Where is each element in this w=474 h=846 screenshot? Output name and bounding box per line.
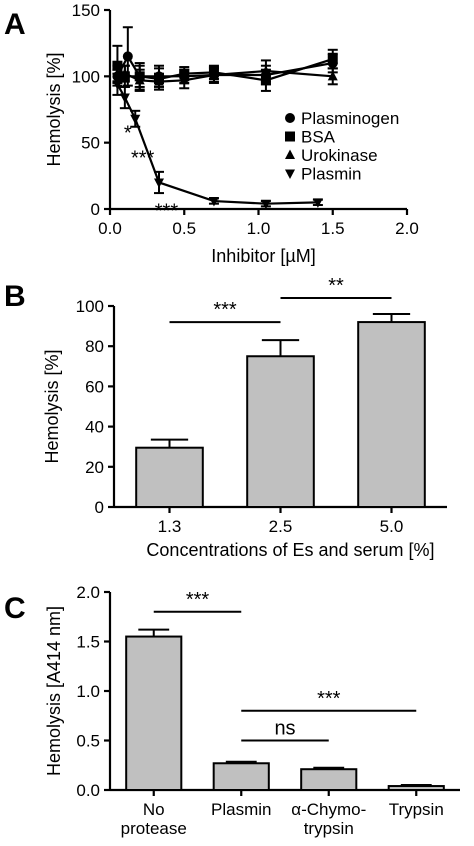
legend-label: BSA [301, 128, 336, 147]
y-tick-label: 60 [85, 377, 104, 396]
y-tick-label: 0 [95, 498, 104, 517]
y-tick-label: 150 [72, 1, 100, 20]
y-tick-label: 50 [81, 134, 100, 153]
data-point [119, 68, 130, 78]
data-point [154, 178, 165, 188]
data-point [260, 199, 271, 210]
data-point [208, 69, 219, 80]
y-axis-title: Hemolysis [%] [44, 52, 64, 166]
panel-letter-b: B [4, 280, 26, 313]
significance-label: *** [213, 299, 237, 321]
significance-label: *** [186, 589, 210, 611]
x-axis-title: Inhibitor [µM] [211, 246, 315, 266]
data-point [119, 93, 130, 104]
data-point [154, 76, 165, 86]
significance-label: * [124, 122, 132, 144]
x-tick-label: No [143, 800, 165, 819]
bar [387, 785, 445, 791]
data-point [179, 74, 190, 85]
panel-letter-a: A [4, 8, 26, 41]
data-point [327, 70, 338, 81]
legend-label: Urokinase [301, 146, 378, 165]
x-tick-label: 0.5 [172, 219, 196, 238]
y-axis-title: Hemolysis [%] [42, 349, 62, 463]
data-point [134, 74, 145, 85]
x-tick-label: 5.0 [380, 517, 404, 536]
significance-label: ns [274, 718, 295, 740]
y-tick-label: 0.5 [76, 732, 100, 751]
significance-label: *** [155, 201, 179, 223]
data-point [130, 114, 141, 125]
bar [212, 762, 270, 792]
series-line [116, 83, 318, 205]
x-tick-label: 0.0 [98, 219, 122, 238]
bar [246, 355, 315, 508]
legend-marker [285, 113, 295, 123]
x-tick-label: 1.3 [158, 517, 182, 536]
data-point [112, 80, 123, 90]
y-tick-label: 0 [91, 200, 100, 219]
legend-marker [285, 169, 295, 179]
y-tick-label: 2.0 [76, 583, 100, 602]
y-tick-label: 100 [76, 297, 104, 316]
x-tick-label: trypsin [304, 819, 354, 838]
y-tick-label: 20 [85, 458, 104, 477]
significance-label: *** [317, 688, 341, 710]
data-point [122, 51, 133, 62]
data-point [208, 197, 219, 207]
series-bsa [112, 44, 338, 92]
significance-label: ** [328, 275, 344, 297]
y-axis-title: Hemolysis [A414 nm] [44, 606, 64, 776]
y-tick-label: 1.5 [76, 633, 100, 652]
panel-a: A 0 50 100 150 0.0 0.5 1.0 1.5 2.0 Inhibitor [µM] H… [4, 1, 419, 266]
y-tick-label: 40 [85, 418, 104, 437]
x-tick-label: protease [121, 819, 187, 838]
series-plasmin [112, 72, 323, 210]
x-tick-label: α-Chymo- [291, 800, 366, 819]
x-tick-label: 1.0 [247, 219, 271, 238]
bar [300, 768, 358, 792]
x-tick-label: 2.5 [269, 517, 293, 536]
legend-label: Plasmin [301, 165, 361, 184]
bar [135, 446, 204, 508]
series-urokinase [112, 59, 338, 92]
y-tick-label: 0.0 [76, 781, 100, 800]
legend-marker [285, 149, 295, 159]
significance-label: *** [131, 148, 155, 170]
data-point [312, 198, 323, 208]
data-point [260, 65, 271, 76]
panel-letter-c: C [4, 592, 26, 625]
legend-label: Plasminogen [301, 109, 399, 128]
bar [357, 321, 426, 508]
series-line [116, 58, 334, 82]
x-tick-label: Trypsin [389, 800, 444, 819]
y-tick-label: 100 [72, 67, 100, 86]
axes [104, 8, 409, 215]
x-tick-label: 2.0 [395, 219, 419, 238]
x-tick-label: Plasmin [211, 800, 271, 819]
y-tick-label: 1.0 [76, 682, 100, 701]
y-tick-label: 80 [85, 337, 104, 356]
bar [125, 635, 183, 791]
x-axis-title: Concentrations of Es and serum [%] [146, 540, 434, 560]
legend-marker [285, 131, 295, 142]
x-tick-label: 1.5 [321, 219, 345, 238]
data-point [327, 54, 338, 65]
